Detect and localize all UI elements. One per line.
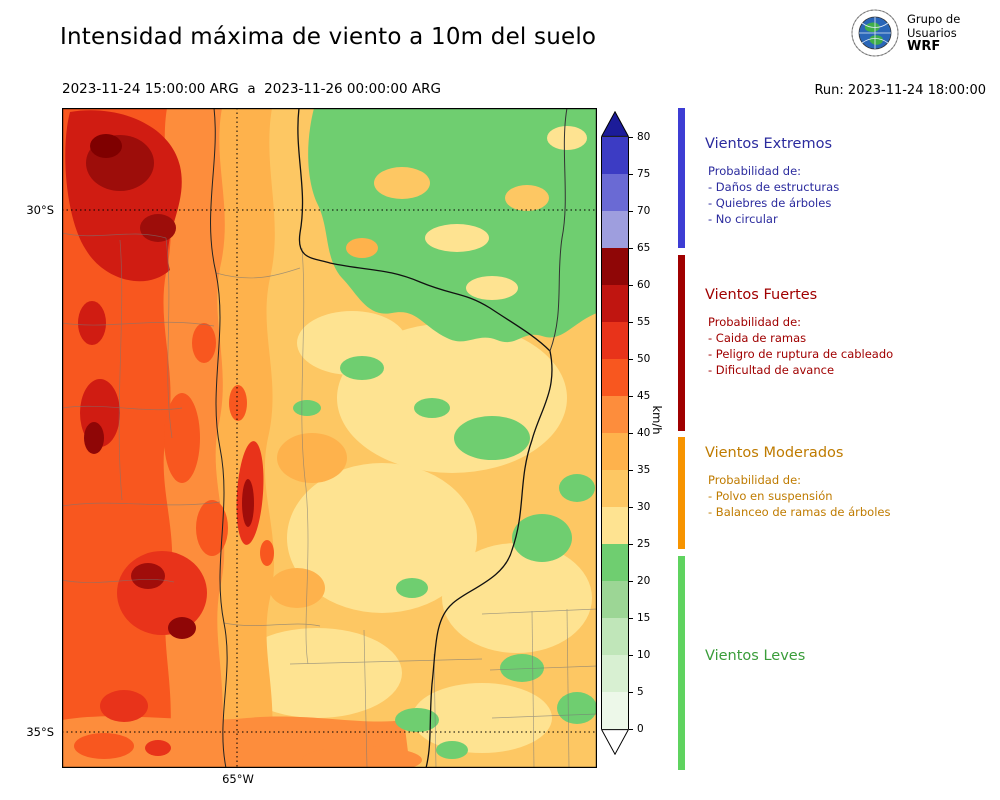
colorbar-segment-10 [602, 618, 628, 655]
colorbar-segment-0 [602, 692, 628, 729]
legend-section-line: Probabilidad de: [708, 473, 802, 487]
logo-line-1: Grupo de [907, 12, 961, 26]
legend-bar-2 [678, 437, 685, 549]
legend-section-title: Vientos Fuertes [705, 287, 818, 303]
legend-section-2: Vientos Moderados Probabilidad de: - Polvo… [705, 445, 890, 520]
colorbar-over-arrow [601, 111, 629, 137]
legend-section-title: Vientos Moderados [705, 445, 844, 461]
colorbar-segment-65 [602, 211, 628, 248]
colorbar-segment-50 [602, 322, 628, 359]
colorbar-segment-60 [602, 248, 628, 285]
gridlines [62, 108, 597, 768]
legend-section-line: - Caida de ramas [708, 331, 807, 345]
wrf-users-group-logo: Grupo de Usuarios WRF [850, 8, 960, 58]
colorbar-segment-45 [602, 359, 628, 396]
colorbar-segment-30 [602, 470, 628, 507]
colorbar-segment-5 [602, 655, 628, 692]
colorbar: 0 5 10 15 20 25 30 35 40 45 50 55 60 65 70 75 80 km/h [601, 111, 681, 763]
colorbar-tick-70: 70 [628, 205, 651, 217]
colorbar-tick-5: 5 [629, 686, 644, 698]
colorbar-segment-75 [602, 137, 628, 174]
legend-bar-0 [678, 108, 685, 248]
colorbar-tick-15: 15 [628, 612, 651, 624]
colorbar-unit-label: km/h [650, 405, 664, 435]
legend-section-title: Vientos Extremos [705, 136, 833, 152]
colorbar-tick-30: 30 [628, 501, 651, 513]
legend-section-3: Vientos Leves [705, 648, 805, 675]
colorbar-tick-80: 80 [628, 131, 651, 143]
legend-section-0: Vientos Extremos Probabilidad de: - Daños … [705, 136, 839, 227]
map-canvas [62, 108, 597, 768]
colorbar-tick-45: 45 [628, 390, 651, 402]
lat-label-30s: 30°S [26, 203, 54, 217]
forecast-period: 2023-11-24 15:00:00 ARG a 2023-11-26 00:… [62, 81, 441, 97]
colorbar-segments [601, 137, 629, 729]
logo-line-2: Usuarios [907, 26, 957, 40]
globe-icon [851, 9, 899, 57]
legend-section-line: - No circular [708, 212, 778, 226]
legend-section-line: - Daños de estructuras [708, 180, 840, 194]
colorbar-segment-20 [602, 544, 628, 581]
legend-bar-3 [678, 556, 685, 770]
colorbar-ticks: 0 5 10 15 20 25 30 35 40 45 50 55 60 65 70 75 80 [628, 131, 667, 735]
colorbar-tick-10: 10 [628, 649, 651, 661]
department-borders [62, 232, 597, 768]
legend-section-line: Probabilidad de: [708, 315, 802, 329]
legend-section-title: Vientos Leves [705, 648, 806, 664]
colorbar-segment-15 [602, 581, 628, 618]
legend-section-line: - Balanceo de ramas de árboles [708, 505, 891, 519]
legend-section-line: - Quiebres de árboles [708, 196, 832, 210]
logo-text: Grupo de Usuarios WRF [907, 12, 960, 54]
province-borders [210, 108, 568, 768]
legend-section-line: - Peligro de ruptura de cableado [708, 347, 894, 361]
legend: Vientos Extremos Probabilidad de: - Daños … [678, 108, 1000, 770]
lon-label-65w: 65°W [222, 772, 254, 786]
colorbar-segment-40 [602, 396, 628, 433]
colorbar-segment-55 [602, 285, 628, 322]
legend-section-line: - Polvo en suspensión [708, 489, 833, 503]
colorbar-tick-60: 60 [628, 279, 651, 291]
colorbar-tick-40: 40 [628, 427, 651, 439]
colorbar-tick-0: 0 [629, 723, 644, 735]
legend-section-line: Probabilidad de: [708, 164, 802, 178]
map-panel [62, 108, 597, 768]
legend-bar-1 [678, 255, 685, 431]
colorbar-tick-75: 75 [628, 168, 651, 180]
map-border [62, 108, 597, 768]
colorbar-segment-25 [602, 507, 628, 544]
logo-line-3: WRF [907, 39, 941, 54]
legend-section-line: - Dificultad de avance [708, 363, 835, 377]
lat-label-35s: 35°S [26, 725, 54, 739]
model-run-label: Run: 2023-11-24 18:00:00 [814, 83, 986, 98]
legend-section-1: Vientos Fuertes Probabilidad de: - Caida d… [705, 287, 893, 378]
colorbar-tick-55: 55 [628, 316, 651, 328]
colorbar-tick-25: 25 [628, 538, 651, 550]
colorbar-tick-35: 35 [628, 464, 651, 476]
colorbar-under-arrow [601, 729, 629, 755]
colorbar-tick-50: 50 [628, 353, 651, 365]
colorbar-tick-20: 20 [628, 575, 651, 587]
colorbar-tick-65: 65 [628, 242, 651, 254]
wind-field [62, 108, 597, 768]
page-title: Intensidad máxima de viento a 10m del su… [60, 24, 597, 50]
colorbar-segment-35 [602, 433, 628, 470]
colorbar-segment-70 [602, 174, 628, 211]
